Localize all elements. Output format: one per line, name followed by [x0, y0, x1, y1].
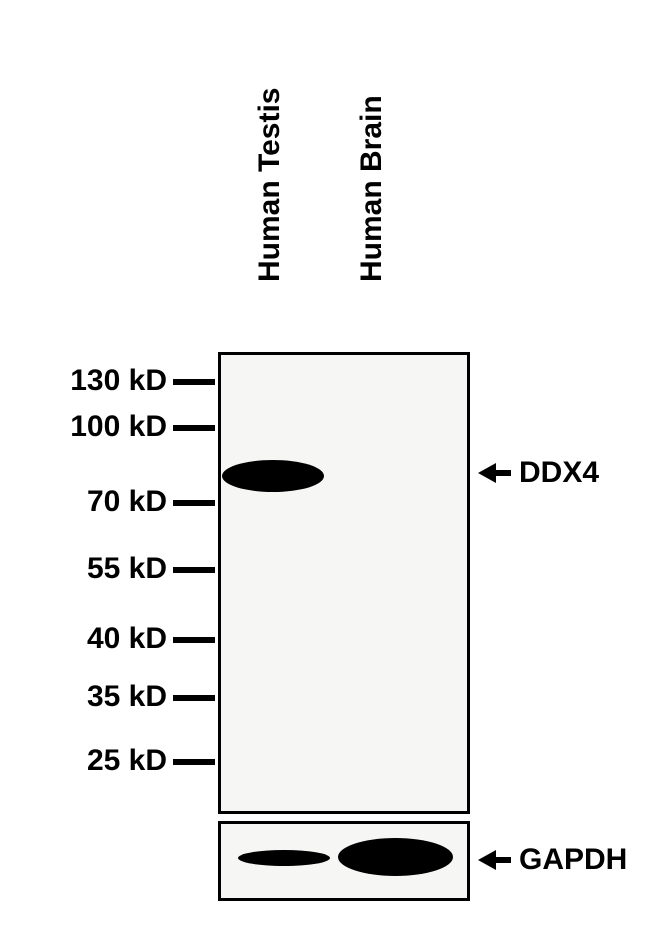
lane-label-testis: Human Testis — [253, 102, 287, 282]
marker-tick — [173, 637, 215, 643]
marker-label: 40 kD — [30, 622, 167, 656]
ddx4-band — [222, 460, 324, 492]
gapdh-band-lane1 — [238, 850, 330, 866]
arrow-left-icon — [478, 463, 496, 483]
marker-tick — [173, 759, 215, 765]
marker-label: 35 kD — [30, 680, 167, 714]
marker-label: 25 kD — [30, 744, 167, 778]
gapdh-band-lane2 — [338, 838, 453, 876]
main-blot — [218, 352, 470, 814]
ddx4-annotation: DDX4 — [478, 456, 599, 490]
lane-label-brain: Human Brain — [355, 102, 389, 282]
marker-label: 70 kD — [30, 485, 167, 519]
lane1-text: Human Testis — [253, 88, 286, 283]
arrow-line — [496, 470, 511, 476]
marker-tick — [173, 425, 215, 431]
ddx4-label-text: DDX4 — [519, 456, 599, 490]
marker-label: 130 kD — [30, 364, 167, 398]
arrow-left-icon — [478, 850, 496, 870]
marker-tick — [173, 567, 215, 573]
marker-label: 55 kD — [30, 552, 167, 586]
gapdh-annotation: GAPDH — [478, 843, 627, 877]
gapdh-label-text: GAPDH — [519, 843, 627, 877]
marker-tick — [173, 695, 215, 701]
arrow-line — [496, 857, 511, 863]
marker-tick — [173, 500, 215, 506]
marker-label: 100 kD — [30, 410, 167, 444]
lane2-text: Human Brain — [355, 95, 388, 282]
marker-tick — [173, 379, 215, 385]
